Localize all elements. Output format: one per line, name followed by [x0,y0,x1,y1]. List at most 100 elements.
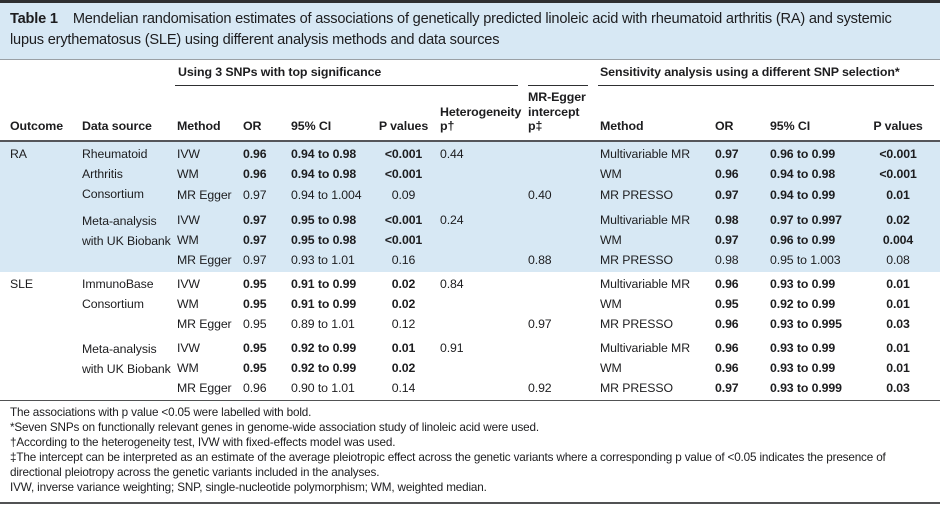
cell-ci: 0.89 to 1.01 [291,316,355,331]
cell-method: MR Egger [175,247,241,272]
cell-p: 0.16 [375,247,432,272]
cell-ci-sensitivity: 0.94 to 0.98 [768,162,869,183]
cell-ci-sensitivity: 0.96 to 0.99 [768,227,869,248]
col-header-or-sensitivity: OR [713,86,769,142]
cell-heterogeneity-p: 0.91 [440,340,464,355]
cell-p-sensitivity: 0.03 [886,316,910,331]
col-header-or: OR [241,86,289,142]
cell-ci-sensitivity: 0.93 to 0.999 [770,380,842,395]
cell-method: MR Egger [177,380,232,395]
cell-p: <0.001 [375,162,432,183]
cell-method: WM [177,360,199,375]
col-header-heterogeneity-p: Heterogeneity p† [432,86,527,142]
cell-ci: 0.95 to 0.98 [289,203,375,228]
cell-method-sensitivity: WM [600,296,622,311]
cell-method-sensitivity: MR PRESSO [600,316,673,331]
cell-data-source: Meta-analysis with UK Biobank [80,203,175,272]
cell-heterogeneity-p [432,376,526,400]
footnotes: The associations with p value <0.05 were… [0,399,940,504]
cell-ci: 0.93 to 1.01 [289,247,375,272]
col-header-method: Method [175,86,241,142]
cell-egger-intercept-p: 0.97 [528,316,552,331]
cell-method-sensitivity: Multivariable MR [600,340,690,355]
cell-p: 0.01 [391,340,416,355]
cell-method-sensitivity: MR PRESSO [598,247,714,272]
cell-heterogeneity-p [432,162,527,183]
cell-egger-intercept-p: 0.88 [526,247,599,272]
cell-ci: 0.90 to 1.01 [291,380,355,395]
table-row: MR Egger 0.97 0.94 to 1.004 0.09 0.40 MR PRES… [0,182,940,204]
cell-ci: 0.94 to 0.98 [289,162,375,183]
cell-p-sensitivity: 0.01 [886,360,910,375]
cell-p: <0.001 [375,227,432,248]
cell-method-sensitivity: MR PRESSO [598,182,714,204]
spanner-sensitivity: Sensitivity analysis using a different S… [598,60,935,86]
cell-data-source: Meta-analysis with UK Biobank [82,341,171,376]
cell-or-sensitivity: 0.97 [713,140,769,163]
cell-heterogeneity-p [432,227,527,248]
cell-p: 0.02 [391,276,416,291]
cell-or: 0.96 [241,162,289,183]
table-caption-text: Mendelian randomisation estimates of ass… [10,11,892,48]
cell-method-sensitivity: WM [600,360,622,375]
cell-or: 0.97 [241,203,289,228]
table-row: MR Egger 0.96 0.90 to 1.01 0.14 0.92 MR PRESS… [0,376,940,400]
cell-or: 0.97 [241,247,289,272]
cell-egger-intercept-p: 0.40 [526,182,599,204]
cell-egger-intercept-p [526,356,598,376]
cell-p: 0.02 [391,360,416,375]
cell-method: IVW [177,276,200,291]
cell-ci-sensitivity: 0.95 to 1.003 [768,247,869,272]
cell-method-sensitivity: WM [598,227,714,248]
cell-p-sensitivity: 0.01 [886,340,910,355]
cell-p-sensitivity: 0.004 [868,227,940,248]
cell-p-sensitivity: 0.08 [868,247,940,272]
table-row: MR Egger 0.95 0.89 to 1.01 0.12 0.97 MR PRESS… [0,312,940,332]
table-row: WM 0.96 0.94 to 0.98 <0.001 WM 0.96 0.94 to 0.… [0,162,940,183]
cell-or-sensitivity: 0.96 [715,360,739,375]
table-row: Meta-analysis with UK Biobank IVW 0.95 0.92… [0,332,940,376]
cell-p-sensitivity: 0.01 [886,296,910,311]
cell-method: MR Egger [177,316,232,331]
cell-or: 0.95 [243,360,267,375]
cell-method: MR Egger [175,182,241,204]
cell-p: 0.02 [391,296,416,311]
footnote: The associations with p value <0.05 were… [10,405,312,419]
cell-egger-intercept-p [526,272,598,292]
top-rule [0,0,940,3]
cell-method-sensitivity: Multivariable MR [600,276,690,291]
cell-or: 0.95 [243,276,267,291]
cell-egger-intercept-p [526,140,599,163]
cell-or: 0.95 [243,316,267,331]
cell-ci-sensitivity: 0.94 to 0.99 [768,182,869,204]
cell-ci: 0.91 to 0.99 [291,296,357,311]
cell-method: WM [177,296,199,311]
cell-heterogeneity-p [432,247,527,272]
cell-method: IVW [175,140,241,163]
cell-heterogeneity-p: 0.24 [432,203,527,228]
cell-or-sensitivity: 0.98 [713,203,769,228]
footnote: ‡The intercept can be interpreted as an … [10,450,886,479]
cell-ci-sensitivity: 0.93 to 0.99 [770,360,836,375]
cell-method-sensitivity: WM [598,162,714,183]
table-caption: Table 1 Mendelian randomisation estimates… [0,3,940,60]
col-header-ci: 95% CI [289,86,375,142]
cell-or-sensitivity: 0.96 [715,276,739,291]
col-header-ci-sensitivity: 95% CI [768,86,869,142]
col-header-data-source: Data source [80,86,175,142]
table-row: MR Egger 0.97 0.93 to 1.01 0.16 0.88 MR PRESS… [0,247,940,272]
cell-p: 0.09 [375,182,432,204]
cell-or-sensitivity: 0.97 [713,227,769,248]
cell-heterogeneity-p [432,356,526,376]
cell-or: 0.95 [243,340,267,355]
cell-p-sensitivity: 0.01 [868,182,940,204]
table-row: WM 0.95 0.92 to 0.99 0.02 WM 0.96 0.93 to 0.99… [0,356,940,376]
cell-ci-sensitivity: 0.92 to 0.99 [770,296,836,311]
spanner-row: Using 3 SNPs with top significance Sensi… [0,60,940,86]
table-row: WM 0.97 0.95 to 0.98 <0.001 WM 0.97 0.96 to 0.… [0,227,940,248]
col-header-outcome: Outcome [0,86,80,142]
cell-method: IVW [175,203,241,228]
cell-heterogeneity-p [432,182,527,204]
cell-p-sensitivity: 0.03 [886,380,910,395]
